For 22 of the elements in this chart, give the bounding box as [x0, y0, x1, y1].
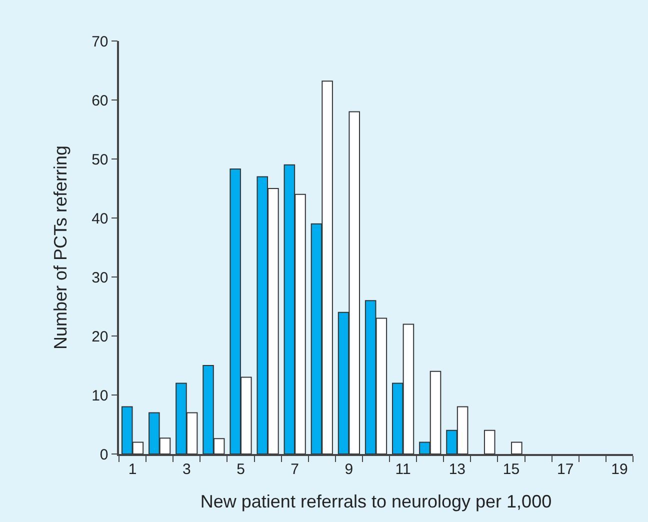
x-tick-label: 13	[448, 460, 466, 478]
y-tick-label: 70	[92, 33, 108, 50]
y-tick-label: 40	[92, 210, 108, 228]
x-axis-title: New patient referrals to neurology per 1,000	[200, 491, 552, 512]
y-tick-label: 20	[92, 328, 108, 346]
x-tick-label: 9	[344, 460, 354, 478]
bar	[484, 430, 496, 454]
y-axis-title: Number of PCTs referring	[50, 145, 70, 350]
x-tick-label: 7	[290, 460, 300, 478]
bar	[511, 442, 522, 454]
y-tick-label: 30	[92, 269, 108, 286]
y-tick-label: 50	[92, 151, 108, 168]
x-tick-label: 1	[128, 460, 137, 478]
y-tick-label: 10	[92, 387, 108, 404]
x-tick-label: 5	[236, 460, 245, 478]
x-tick-label: 15	[502, 460, 520, 478]
y-tick-label: 60	[92, 92, 108, 110]
x-tick-label: 17	[557, 460, 574, 478]
x-tick-label: 11	[395, 460, 411, 478]
x-tick-label: 3	[182, 460, 191, 478]
x-tick-label: 19	[611, 460, 628, 478]
y-tick-label: 0	[100, 446, 108, 464]
